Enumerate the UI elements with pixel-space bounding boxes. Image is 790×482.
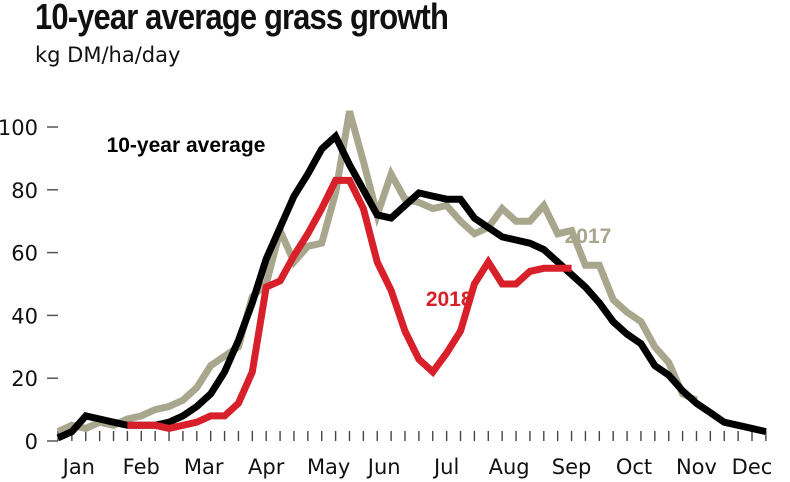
series-label-10-year-average: 10-year average bbox=[107, 134, 266, 157]
y-tick-label: 20 bbox=[11, 367, 38, 391]
series-label-2017: 2017 bbox=[565, 225, 612, 248]
series-line-2017 bbox=[56, 110, 698, 435]
x-month-label: Aug bbox=[489, 455, 530, 479]
series-layer bbox=[56, 110, 767, 442]
y-tick-label: 60 bbox=[11, 242, 38, 266]
x-month-label: Nov bbox=[676, 455, 717, 479]
x-month-label: Feb bbox=[123, 455, 160, 479]
x-month-label: Oct bbox=[616, 455, 652, 479]
x-month-label: Apr bbox=[248, 455, 285, 479]
x-month-label: Dec bbox=[732, 455, 773, 479]
x-month-label: Jan bbox=[61, 455, 95, 479]
series-label-2018: 2018 bbox=[426, 288, 473, 311]
y-tick-label: 0 bbox=[25, 430, 38, 454]
y-tick-label: 80 bbox=[11, 179, 38, 203]
x-month-label: Jul bbox=[432, 455, 459, 479]
series-line-10-year-average bbox=[56, 130, 767, 442]
x-month-label: Jun bbox=[366, 455, 401, 479]
x-month-label: May bbox=[307, 455, 350, 479]
x-month-label: Mar bbox=[184, 455, 224, 479]
chart-title: 10-year average grass growth bbox=[35, 0, 449, 37]
y-tick-label: 40 bbox=[11, 304, 38, 328]
y-tick-label: 100 bbox=[0, 116, 38, 140]
series-line-2018 bbox=[127, 176, 572, 432]
x-axis: Jan Feb Mar Apr May Jun Jul Aug Sep Oct Nov Dec bbox=[57, 431, 773, 479]
chart-subtitle: kg DM/ha/day bbox=[35, 43, 181, 67]
y-axis: 0 20 40 60 80 100 bbox=[0, 116, 58, 454]
x-month-label: Sep bbox=[552, 455, 592, 479]
series-labels: 10-year average 2017 2018 bbox=[107, 134, 612, 311]
